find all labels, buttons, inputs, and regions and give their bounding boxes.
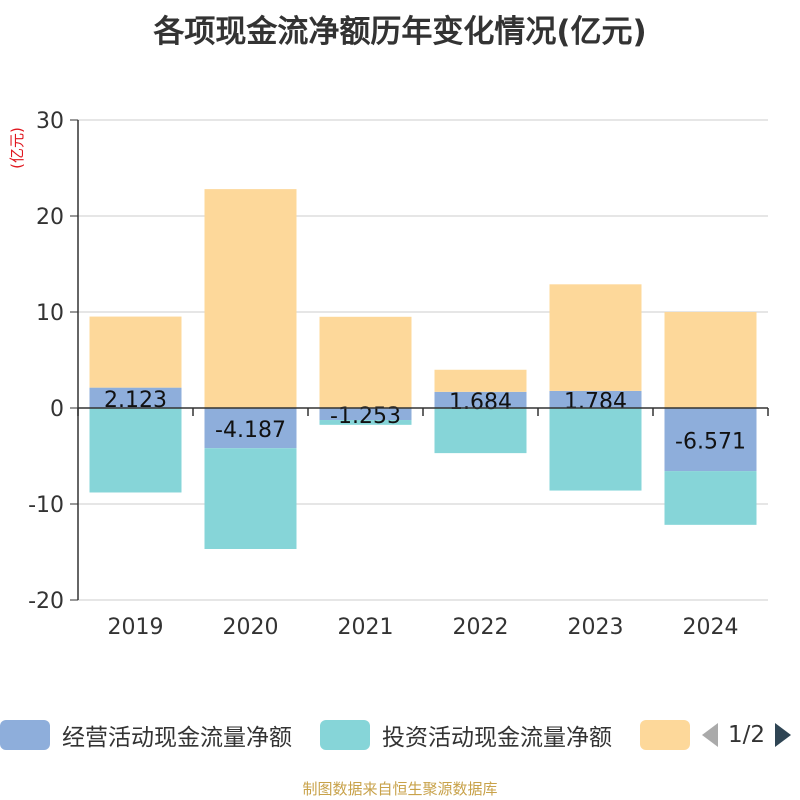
bar-investing bbox=[319, 420, 412, 425]
axes: 30 20 10 0 -10 -20 2019 2020 2021 2022 2023 2024 bbox=[28, 109, 769, 640]
legend-label-operating: 经营活动现金流量净额 bbox=[62, 725, 292, 751]
bar-financing bbox=[664, 312, 757, 408]
y-tick-label: 0 bbox=[50, 397, 64, 422]
legend-swatch-operating bbox=[0, 720, 50, 750]
legend-item-financing[interactable] bbox=[640, 720, 690, 750]
x-tick-label: 2024 bbox=[683, 615, 739, 640]
data-label: -6.571 bbox=[675, 430, 746, 455]
bar-investing bbox=[549, 408, 642, 491]
legend-label-investing: 投资活动现金流量净额 bbox=[382, 725, 612, 751]
bar-investing bbox=[664, 471, 757, 525]
x-tick-label: 2020 bbox=[223, 615, 279, 640]
bar-operating bbox=[434, 391, 527, 408]
legend-page-indicator: 1/2 bbox=[728, 722, 766, 748]
x-tick-label: 2022 bbox=[453, 615, 509, 640]
bar-financing bbox=[204, 189, 297, 408]
bar-operating bbox=[319, 408, 412, 421]
legend-item-investing[interactable]: 投资活动现金流量净额 bbox=[320, 720, 612, 751]
y-tick-label: 30 bbox=[36, 109, 64, 134]
data-label: 1.784 bbox=[564, 389, 627, 414]
data-source: 制图数据来自恒生聚源数据库 bbox=[302, 780, 498, 798]
chart-title: 各项现金流净额历年变化情况(亿元) bbox=[153, 14, 647, 50]
legend-item-operating[interactable]: 经营活动现金流量净额 bbox=[0, 720, 292, 751]
gridlines bbox=[78, 119, 768, 601]
bar-investing bbox=[204, 448, 297, 549]
x-tick-label: 2019 bbox=[108, 615, 164, 640]
bar-operating bbox=[549, 390, 642, 408]
legend-swatch-investing bbox=[320, 720, 370, 750]
bar-investing bbox=[89, 408, 182, 493]
data-label: 2.123 bbox=[104, 388, 167, 413]
y-axis-label: (亿元) bbox=[8, 127, 26, 169]
data-label: -4.187 bbox=[215, 418, 286, 443]
y-tick-label: -20 bbox=[28, 589, 64, 614]
next-page-icon[interactable] bbox=[773, 720, 793, 750]
bar-financing bbox=[434, 369, 527, 392]
bar-financing bbox=[549, 284, 642, 391]
x-tick-label: 2023 bbox=[568, 615, 624, 640]
y-tick-label: 10 bbox=[36, 301, 64, 326]
bar-operating bbox=[89, 387, 182, 408]
bar-financing bbox=[319, 316, 412, 408]
bar-operating bbox=[204, 408, 297, 449]
bar-operating bbox=[664, 408, 757, 472]
prev-page-icon[interactable] bbox=[700, 720, 720, 750]
y-tick-label: 20 bbox=[36, 205, 64, 230]
x-tick-label: 2021 bbox=[338, 615, 394, 640]
y-tick-label: -10 bbox=[28, 493, 64, 518]
legend-pager: 1/2 bbox=[700, 720, 793, 750]
data-label: 1.684 bbox=[449, 390, 512, 415]
legend-swatch-financing bbox=[640, 720, 690, 750]
bar-financing bbox=[89, 316, 182, 388]
bar-investing bbox=[434, 408, 527, 454]
